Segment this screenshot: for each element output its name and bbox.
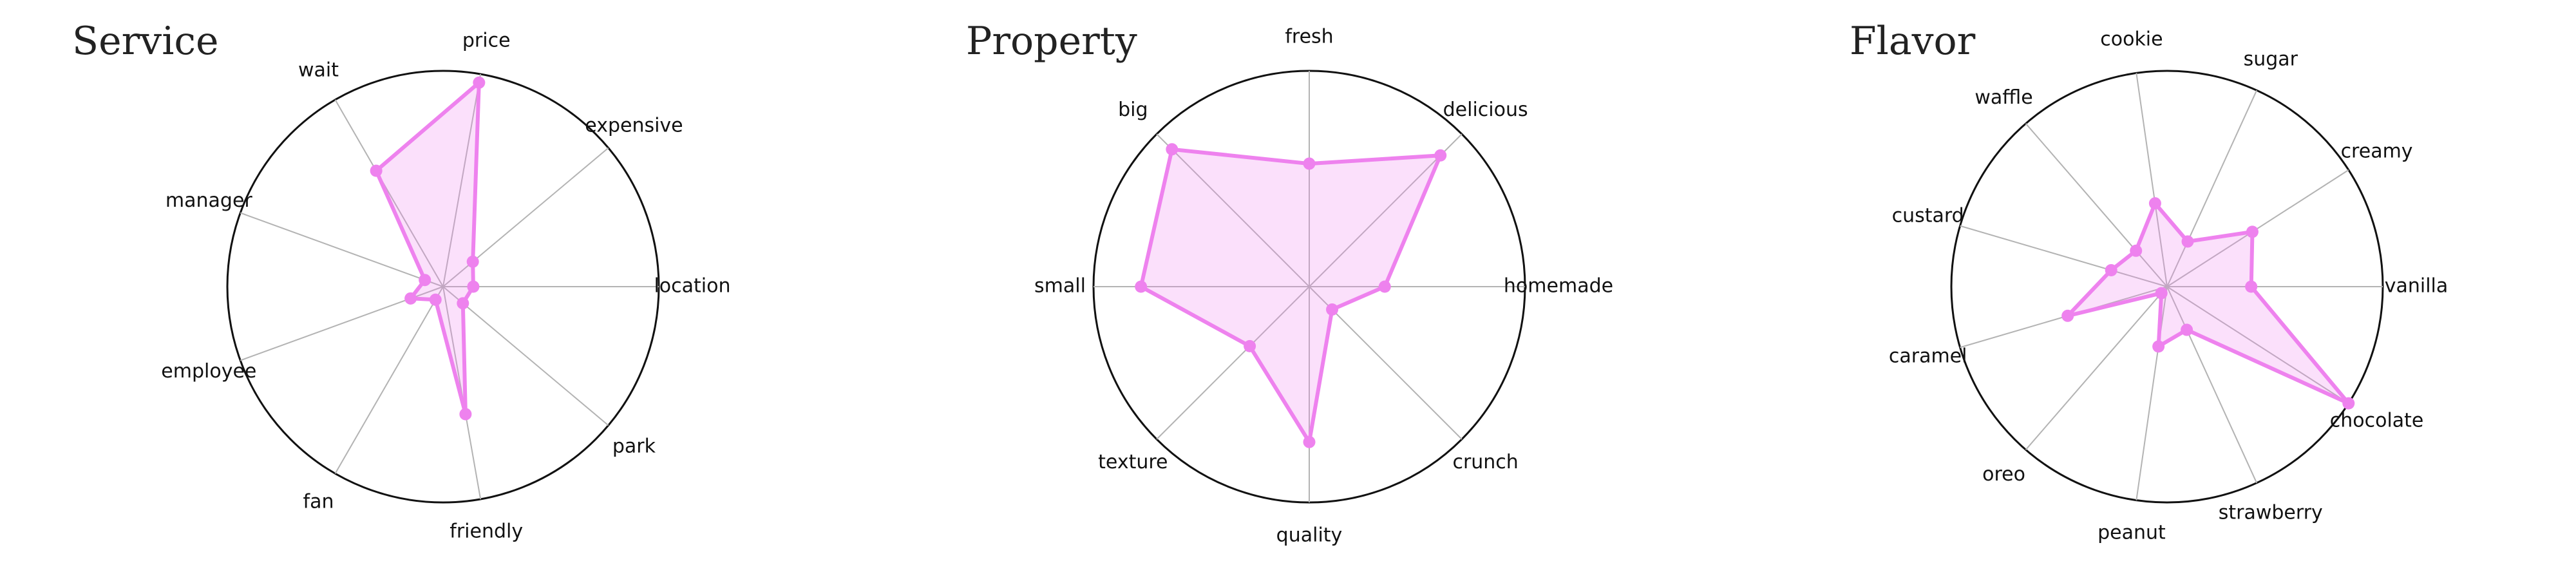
radar-point-wait xyxy=(370,164,383,177)
radar-spoke xyxy=(442,73,482,287)
radar-point-waffle xyxy=(2130,244,2143,257)
radar-spoke xyxy=(240,212,444,287)
radar-point-custard xyxy=(2105,264,2117,277)
radar-spoke xyxy=(1960,225,2168,287)
radar-point-texture xyxy=(1244,339,1256,352)
radar-axis-label: homemade xyxy=(1504,275,1613,298)
radar-axis-label: manager xyxy=(166,189,253,212)
radar-axis-label: caramel xyxy=(1889,345,1967,368)
radar-point-price xyxy=(473,76,486,89)
radar-axis-label: texture xyxy=(1098,451,1168,473)
radar-point-crunch xyxy=(1326,303,1339,316)
radar-spoke xyxy=(1156,133,1310,287)
radar-point-location xyxy=(467,280,480,293)
radar-spoke xyxy=(2166,286,2349,404)
radar-point-park xyxy=(457,297,469,310)
radar-point-employee xyxy=(404,292,417,305)
chart-title-flavor: Flavor xyxy=(1850,19,1976,64)
radar-spoke xyxy=(2136,73,2168,287)
radar-axis-label: sugar xyxy=(2244,48,2298,70)
radar-chart-flavor: vanilla creamy sugar cookie waffle custard car… xyxy=(1889,28,2448,544)
radar-series-area xyxy=(1139,147,1443,444)
radar-point-vanilla xyxy=(2245,280,2258,293)
radar-spoke xyxy=(1156,286,1310,440)
radar-axis-label: fresh xyxy=(1285,26,1333,48)
radar-axis-label: oreo xyxy=(1982,463,2025,486)
radar-axis-label: friendly xyxy=(450,520,523,543)
radar-spoke xyxy=(442,286,609,426)
radar-point-homemade xyxy=(1378,280,1391,293)
radar-point-quality xyxy=(1303,435,1316,448)
radar-spoke xyxy=(2166,286,2258,484)
radar-point-sugar xyxy=(2181,235,2194,248)
radar-axis-label: crunch xyxy=(1452,451,1518,473)
radar-axis-label: park xyxy=(612,435,656,457)
radar-series-area xyxy=(374,81,481,416)
radar-axis-label: waffle xyxy=(1975,86,2032,109)
radar-point-creamy xyxy=(2246,225,2259,238)
radar-axis-label: vanilla xyxy=(2385,275,2448,298)
radar-series-area xyxy=(2065,201,2351,406)
radar-axis-label: peanut xyxy=(2098,522,2166,544)
chart-title-service: Service xyxy=(72,19,219,64)
radar-point-friendly xyxy=(459,408,472,421)
chart-title-property: Property xyxy=(966,19,1137,64)
radar-point-cookie xyxy=(2148,197,2161,210)
radar-axis-label: small xyxy=(1034,275,1086,298)
radar-spoke xyxy=(2136,286,2168,500)
radar-point-delicious xyxy=(1434,149,1447,162)
radar-axis-label: strawberry xyxy=(2219,502,2323,524)
radar-point-peanut xyxy=(2152,340,2165,353)
radar-spoke xyxy=(2025,286,2168,450)
radar-point-fan xyxy=(429,293,442,306)
radar-spoke xyxy=(2025,123,2168,287)
radar-axis-label: delicious xyxy=(1443,99,1528,121)
radar-axis-label: big xyxy=(1118,99,1148,121)
radar-axis-label: price xyxy=(462,29,511,52)
radar-point-caramel xyxy=(2061,309,2074,322)
radar-spoke xyxy=(2166,169,2349,287)
radar-point-chocolate xyxy=(2342,397,2355,410)
radar-axis-label: creamy xyxy=(2341,140,2413,162)
radar-axis-label: location xyxy=(654,275,730,298)
radar-point-manager xyxy=(419,274,431,287)
radar-axis-label: quality xyxy=(1276,524,1343,547)
radar-axis-label: wait xyxy=(298,59,339,81)
radar-chart-service: location expensive price wait manager employe… xyxy=(161,29,730,542)
radar-point-fresh xyxy=(1303,157,1316,170)
radar-axis-label: custard xyxy=(1892,204,1964,227)
radar-spoke xyxy=(2166,90,2258,287)
radar-chart-property: homemade delicious fresh big small texture qua… xyxy=(1034,26,1613,547)
radar-point-oreo xyxy=(2155,287,2168,300)
radar-axis-label: chocolate xyxy=(2330,410,2424,432)
radar-axis-label: expensive xyxy=(585,115,683,137)
radar-point-small xyxy=(1135,280,1148,293)
radar-point-expensive xyxy=(466,255,479,268)
radar-axis-label: fan xyxy=(303,491,334,513)
radar-axis-label: cookie xyxy=(2100,28,2163,50)
radar-spoke xyxy=(334,286,444,474)
radar-spoke xyxy=(334,99,444,287)
radar-axis-label: employee xyxy=(161,360,256,383)
radar-point-big xyxy=(1166,143,1179,156)
radar-point-strawberry xyxy=(2181,323,2193,336)
